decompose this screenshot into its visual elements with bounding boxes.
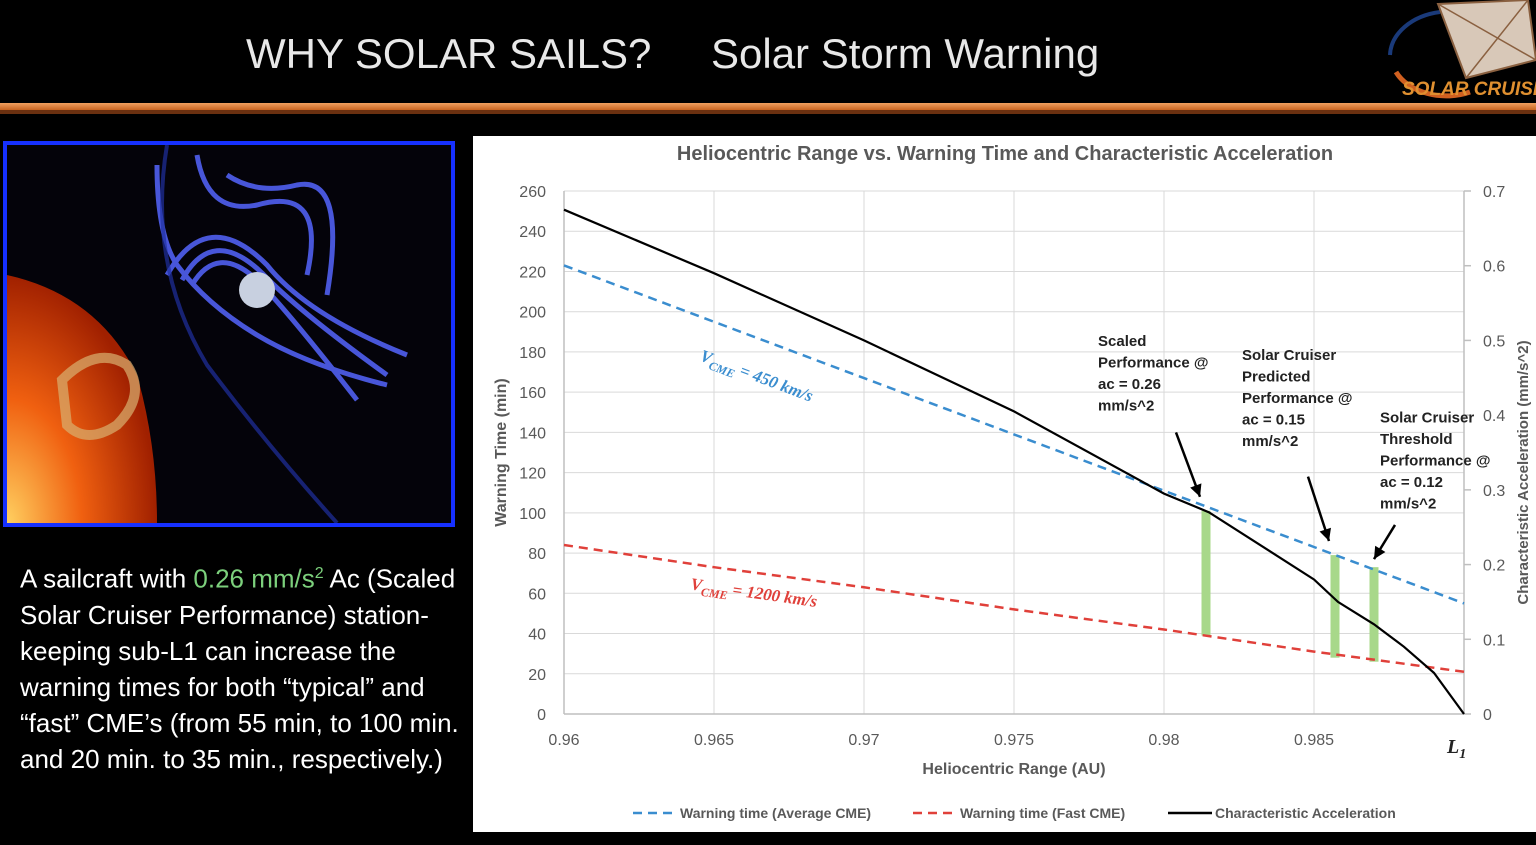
y2-tick-label: 0.5 xyxy=(1483,333,1505,350)
annotation-arrowhead xyxy=(1190,483,1202,497)
warning-time-chart: Heliocentric Range vs. Warning Time and … xyxy=(493,143,1532,821)
y2-axis-label: Characteristic Acceleration (mm/s^2) xyxy=(1515,340,1532,604)
y-tick-label: 260 xyxy=(519,184,546,201)
earth-shape xyxy=(239,272,275,308)
annotation-line: ac = 0.15 xyxy=(1242,411,1305,428)
annotation-2: Solar Cruiser Threshold Performance @ ac = … xyxy=(1372,409,1491,560)
annotation-arrowhead xyxy=(1319,527,1331,542)
y-tick-label: 180 xyxy=(519,345,546,362)
series-line-1 xyxy=(563,543,1465,674)
x-tick-label: 0.97 xyxy=(848,732,879,749)
annotation-line: mm/s^2 xyxy=(1380,495,1436,512)
x-tick-label: 0.965 xyxy=(694,732,734,749)
slide-title-right: Solar Storm Warning xyxy=(711,30,1100,77)
annotation-line: Performance @ xyxy=(1380,452,1491,469)
y2-tick-label: 0.1 xyxy=(1483,632,1505,649)
y-tick-label: 60 xyxy=(528,586,546,603)
annotation-1: Solar Cruiser Predicted Performance @ ac = … xyxy=(1242,347,1353,542)
annotation-line: Solar Cruiser xyxy=(1380,409,1474,426)
annotation-line: Solar Cruiser xyxy=(1242,347,1336,364)
x-axis-label: Heliocentric Range (AU) xyxy=(922,761,1105,778)
magnetosphere-illustration xyxy=(3,141,455,527)
highlight-bar xyxy=(1201,510,1211,636)
y2-tick-label: 0.6 xyxy=(1483,259,1505,276)
sun-shape xyxy=(7,275,157,523)
y2-tick-label: 0.3 xyxy=(1483,483,1505,500)
annotation-line: Performance @ xyxy=(1098,354,1209,371)
chart-panel: Heliocentric Range vs. Warning Time and … xyxy=(473,136,1536,832)
caption-text: A sailcraft with 0.26 mm/s2 Ac (Scaled S… xyxy=(20,563,459,774)
highlight-bar xyxy=(1369,567,1379,662)
annotation-arrowhead xyxy=(1374,545,1386,560)
legend-label-1: Warning time (Fast CME) xyxy=(960,805,1125,821)
slide-title-left: WHY SOLAR SAILS? xyxy=(246,30,652,77)
caption-highlight: 0.26 mm/s xyxy=(193,563,315,594)
y-tick-label: 220 xyxy=(519,264,546,281)
l1-label: L1 xyxy=(1446,736,1466,762)
logo-text: SOLAR CRUISER xyxy=(1402,79,1536,100)
annotation-line: ac = 0.26 xyxy=(1098,376,1161,393)
y-tick-label: 240 xyxy=(519,224,546,241)
header-divider xyxy=(0,103,1536,110)
y-tick-label: 20 xyxy=(528,667,546,684)
annotation-line: Predicted xyxy=(1242,368,1310,385)
y-tick-label: 200 xyxy=(519,305,546,322)
chart-title: Heliocentric Range vs. Warning Time and … xyxy=(677,143,1333,165)
curve-label-1: VCME = 1200 km/s xyxy=(689,574,819,615)
header-divider-shadow xyxy=(0,110,1536,114)
highlight-bar xyxy=(1330,555,1340,658)
annotation-line: mm/s^2 xyxy=(1242,433,1298,450)
y2-tick-label: 0.7 xyxy=(1483,184,1505,201)
annotation-line: Performance @ xyxy=(1242,390,1353,407)
y-axis-label: Warning Time (min) xyxy=(493,378,510,526)
y-tick-label: 0 xyxy=(537,707,546,724)
annotation-0: Scaled Performance @ ac = 0.26 mm/s^2 xyxy=(1098,333,1209,498)
y2-tick-label: 0.2 xyxy=(1483,558,1505,575)
y-tick-label: 140 xyxy=(519,425,546,442)
annotation-line: Threshold xyxy=(1380,431,1453,448)
y-tick-label: 80 xyxy=(528,546,546,563)
annotation-line: ac = 0.12 xyxy=(1380,474,1443,491)
series-line-2 xyxy=(563,208,1465,715)
y-tick-label: 40 xyxy=(528,627,546,644)
x-tick-label: 0.985 xyxy=(1294,732,1334,749)
annotation-line: mm/s^2 xyxy=(1098,397,1154,414)
y-tick-label: 100 xyxy=(519,506,546,523)
x-tick-label: 0.975 xyxy=(994,732,1034,749)
y2-tick-label: 0 xyxy=(1483,707,1492,724)
series-line-0 xyxy=(563,264,1465,605)
y2-tick-label: 0.4 xyxy=(1483,408,1505,425)
legend-label-2: Characteristic Acceleration xyxy=(1215,805,1396,821)
y-tick-label: 160 xyxy=(519,385,546,402)
x-tick-label: 0.98 xyxy=(1148,732,1179,749)
x-tick-label: 0.96 xyxy=(548,732,579,749)
solar-cruiser-logo: SOLAR CRUISER xyxy=(1388,0,1536,100)
annotation-line: Scaled xyxy=(1098,333,1146,350)
y-tick-label: 120 xyxy=(519,466,546,483)
legend-label-0: Warning time (Average CME) xyxy=(680,805,871,821)
